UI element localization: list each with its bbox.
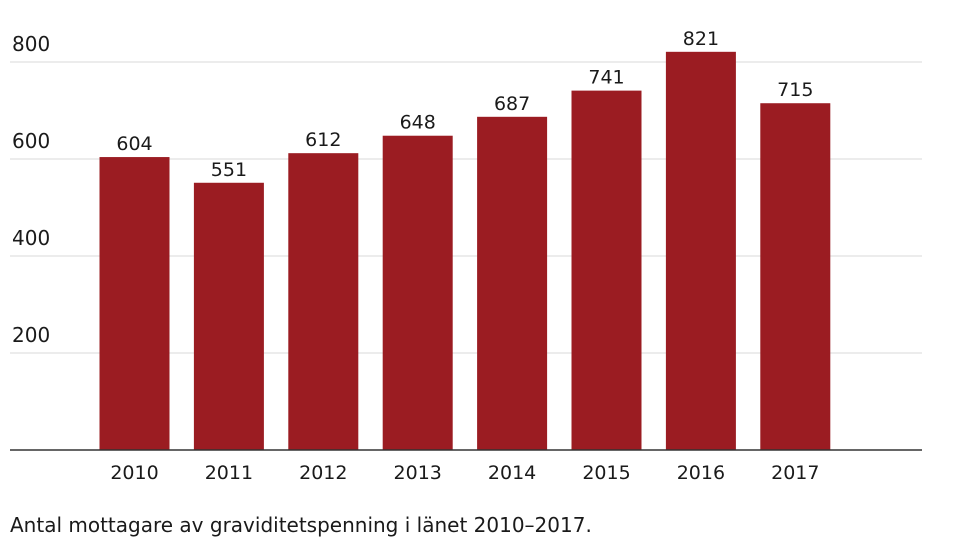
data-label-2013: 648 (400, 112, 436, 134)
data-label-2012: 612 (305, 129, 341, 151)
bar-chart: 200 400 600 800 604 551 612 648 687 741 821 715 20… (10, 28, 922, 484)
bar-2012 (288, 153, 359, 450)
y-tick-label-600: 600 (12, 129, 50, 153)
x-tick-label-2011: 2011 (205, 462, 253, 484)
x-tick-label-2017: 2017 (771, 462, 819, 484)
y-tick-label-400: 400 (12, 226, 50, 250)
bar-2016 (665, 51, 736, 450)
data-label-2011: 551 (211, 159, 247, 181)
y-axis-ticks: 200 400 600 800 (12, 32, 50, 347)
y-tick-label-200: 200 (12, 323, 50, 347)
x-tick-label-2010: 2010 (110, 462, 158, 484)
bar-2013 (382, 135, 453, 450)
data-label-2016: 821 (683, 28, 719, 50)
y-tick-label-800: 800 (12, 32, 50, 56)
data-labels: 604 551 612 648 687 741 821 715 (116, 28, 813, 181)
x-axis-labels: 2010 2011 2012 2013 2014 2015 2016 2017 (110, 462, 819, 484)
bar-2010 (99, 157, 170, 450)
chart-caption: Antal mottagare av graviditetspenning i … (10, 513, 592, 537)
bar-2014 (477, 116, 548, 451)
data-label-2014: 687 (494, 93, 530, 115)
bar-2011 (193, 182, 264, 450)
data-label-2010: 604 (116, 133, 152, 155)
x-tick-label-2016: 2016 (677, 462, 725, 484)
bar-2015 (571, 90, 642, 451)
bar-2017 (760, 103, 831, 450)
x-tick-label-2015: 2015 (582, 462, 630, 484)
data-label-2017: 715 (777, 79, 813, 101)
x-tick-label-2012: 2012 (299, 462, 347, 484)
x-tick-label-2014: 2014 (488, 462, 536, 484)
bars (99, 51, 831, 451)
x-tick-label-2013: 2013 (394, 462, 442, 484)
data-label-2015: 741 (588, 67, 624, 89)
